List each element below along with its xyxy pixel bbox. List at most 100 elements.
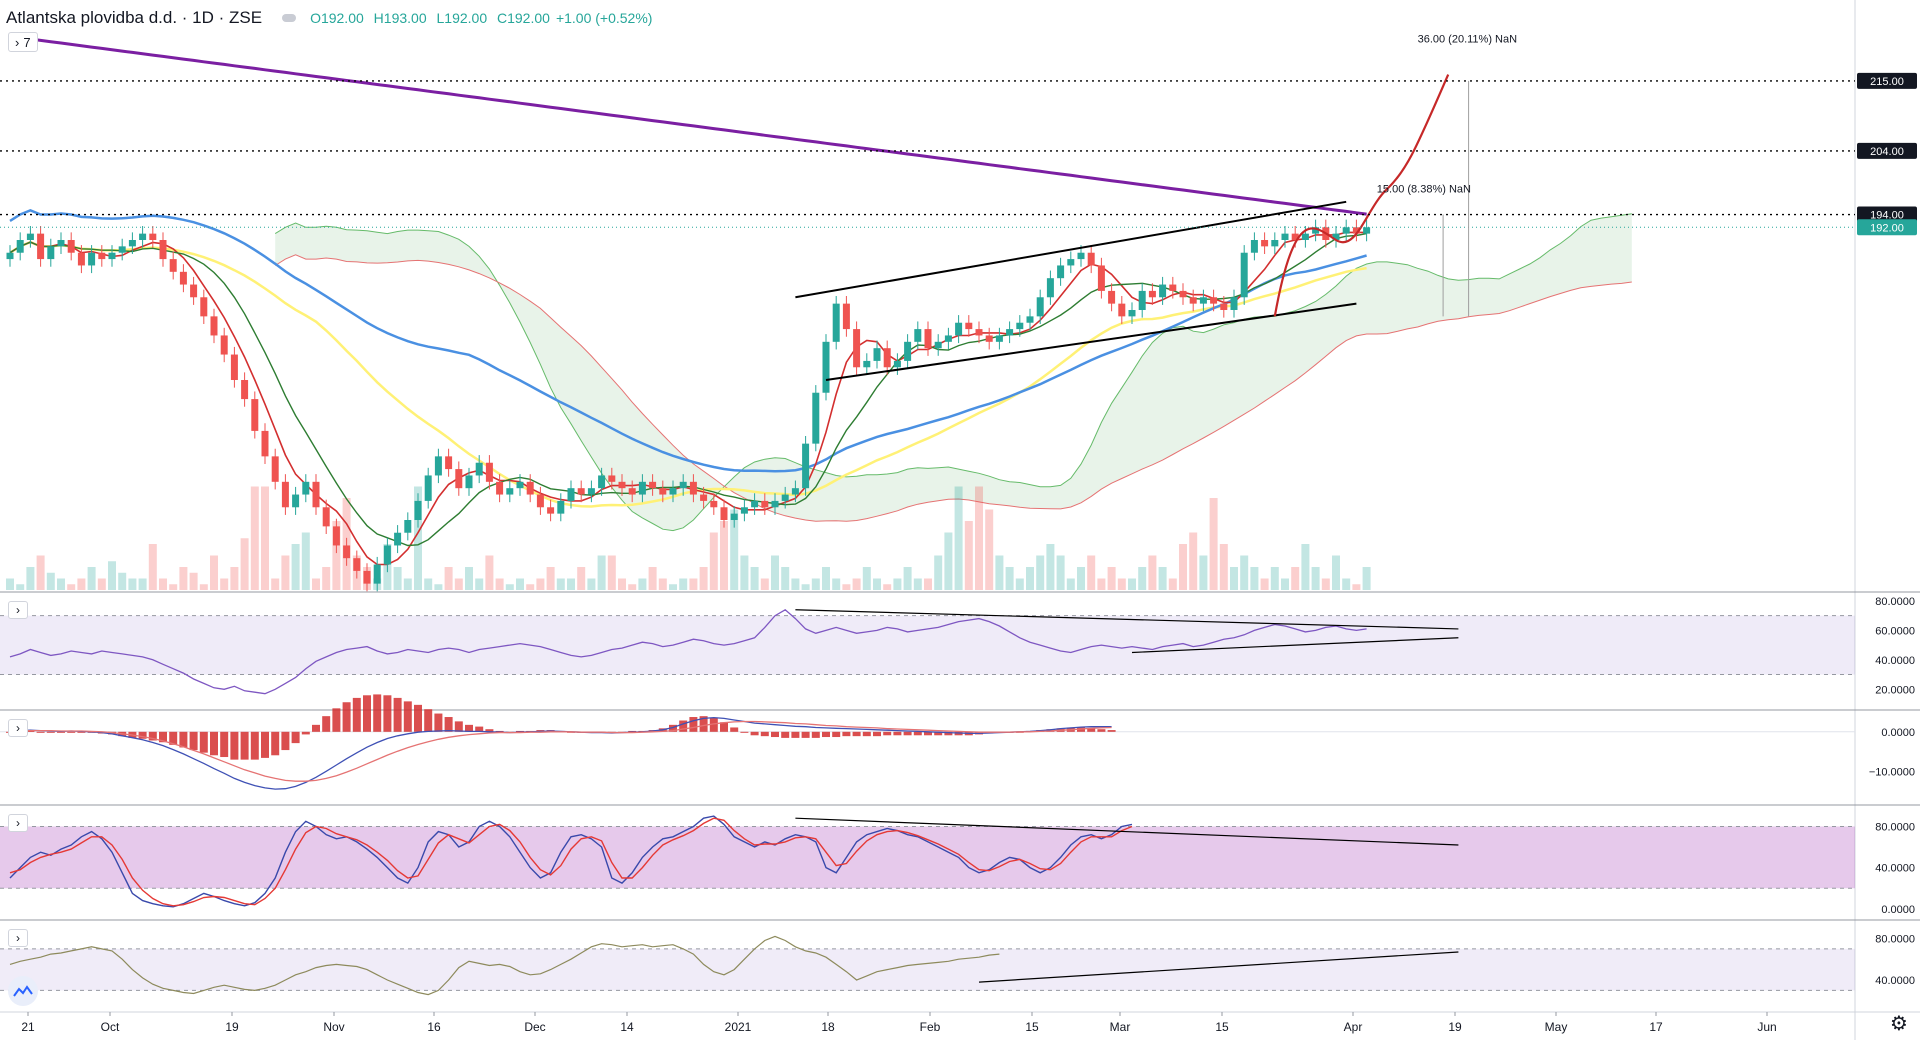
candle-body (1230, 297, 1238, 310)
candle-body (822, 341, 830, 393)
price-pane[interactable]: 36.00 (20.11%) NaN 15.00 (8.38%) NaN (0, 34, 1855, 592)
gear-icon[interactable]: ⚙ (1890, 1012, 1908, 1035)
tradingview-logo-icon[interactable] (8, 976, 38, 1006)
macd-histogram-bar (210, 731, 218, 756)
macd-histogram-bar (281, 731, 290, 751)
stochastic-pane-toggle[interactable]: › (8, 814, 28, 832)
volume-bar (1199, 555, 1208, 590)
volume-bar (811, 578, 820, 590)
volume-bar (414, 486, 422, 590)
volume-bar (1270, 567, 1279, 590)
macd-pane-toggle[interactable]: › (8, 719, 28, 737)
high-value: H193.00 (373, 10, 427, 26)
cloud-span-a (274, 213, 1632, 532)
macd-histogram-bar (628, 730, 637, 732)
candle-body (200, 297, 208, 317)
candle-body (1006, 329, 1014, 336)
volume-bar (281, 555, 290, 590)
lower-trendline[interactable] (825, 302, 1357, 381)
candle-body (455, 469, 463, 489)
volume-bar (750, 567, 759, 590)
macd-histogram-bar (822, 731, 830, 738)
candle-body (802, 443, 810, 489)
volume-bar (1240, 555, 1249, 590)
candle-body (883, 348, 891, 368)
time-tick-label: 19 (225, 1020, 239, 1034)
volume-bar (465, 567, 473, 590)
stochastic-pane[interactable] (0, 815, 1855, 908)
macd-histogram-bar (862, 731, 871, 737)
last-price-tag (1857, 219, 1917, 236)
rsi-trendline-bottom[interactable] (1131, 637, 1459, 654)
rsi-trendline-top[interactable] (795, 609, 1459, 630)
indicator-tick-label: 80.0000 (1875, 821, 1915, 833)
macd-histogram-bar (689, 717, 698, 732)
upper-trendline[interactable] (795, 200, 1347, 299)
symbol-title[interactable]: Atlantska plovidba d.d. · 1D · ZSE (6, 8, 263, 27)
oscillator-trendline[interactable] (978, 951, 1459, 983)
indicator-tick-label: 80.0000 (1875, 596, 1915, 608)
volume-bar (1219, 544, 1228, 590)
oscillator-pane-toggle[interactable]: › (8, 929, 28, 947)
volume-bar (1321, 578, 1330, 590)
candle-body (98, 252, 106, 260)
volume-bar (597, 555, 606, 590)
chevron-right-icon: › (16, 603, 20, 617)
volume-bar (250, 486, 259, 590)
candle-body (598, 475, 606, 489)
ma100-line (9, 208, 1367, 473)
candle-body (149, 233, 157, 240)
stoch-trendline[interactable] (795, 817, 1459, 846)
volume-bar (271, 578, 280, 590)
volume-bar (1026, 567, 1034, 590)
macd-histogram-bar (199, 731, 208, 753)
rsi-pane-toggle[interactable]: › (8, 601, 28, 619)
indicators-toggle-button[interactable]: › 7 (8, 32, 38, 52)
candle-body (363, 570, 371, 584)
volume-bar (1209, 498, 1218, 590)
indicator-tick-label: 40.0000 (1875, 975, 1915, 987)
rsi-line (9, 609, 1367, 695)
candle-body (6, 252, 14, 260)
volume-bar (57, 578, 65, 590)
volume-bar (964, 521, 973, 590)
volume-bar (444, 567, 453, 590)
macd-histogram-bar (240, 731, 249, 760)
time-axis[interactable]: 21 Oct 19 Nov 16 Dec 14 2021 18 Feb 15 Mar 15 Apr 19 Ma… (21, 1012, 1777, 1034)
macd-histogram-bar (465, 724, 473, 732)
volume-bar (1107, 567, 1116, 590)
candle-body (47, 246, 55, 260)
volume-bar (1311, 567, 1320, 590)
rsi-pane[interactable] (0, 609, 1855, 695)
volume-bar (842, 584, 851, 590)
candle-body (771, 500, 779, 508)
macd-histogram-bar (159, 731, 167, 743)
volume-bar (546, 567, 555, 590)
volume-bar (1117, 578, 1126, 590)
candle-body (1363, 227, 1371, 234)
candle-body (853, 329, 861, 368)
volume-bar (505, 584, 514, 590)
candle-body (383, 545, 391, 565)
indicator-tick-label: 60.0000 (1875, 625, 1915, 637)
stoch-d-line (9, 817, 1133, 907)
volume-bar (781, 567, 790, 590)
volume-bar (240, 538, 249, 590)
indicators-count: 7 (23, 34, 31, 50)
macd-pane[interactable] (0, 694, 1855, 790)
oscillator-pane[interactable] (0, 935, 1855, 996)
candle-body (1261, 240, 1269, 247)
macd-histogram-bar (811, 731, 820, 738)
candle-body (1077, 252, 1085, 260)
volume-bar (791, 578, 800, 590)
macd-histogram-bar (760, 731, 769, 737)
indicator-tick-label: 80.0000 (1875, 933, 1915, 945)
volume-bar (801, 584, 810, 590)
volume-bar (536, 578, 545, 590)
macd-histogram-bar (36, 731, 45, 733)
candle-body (761, 500, 769, 508)
projection-curve[interactable] (1273, 74, 1450, 317)
volume-bar (1291, 567, 1300, 590)
